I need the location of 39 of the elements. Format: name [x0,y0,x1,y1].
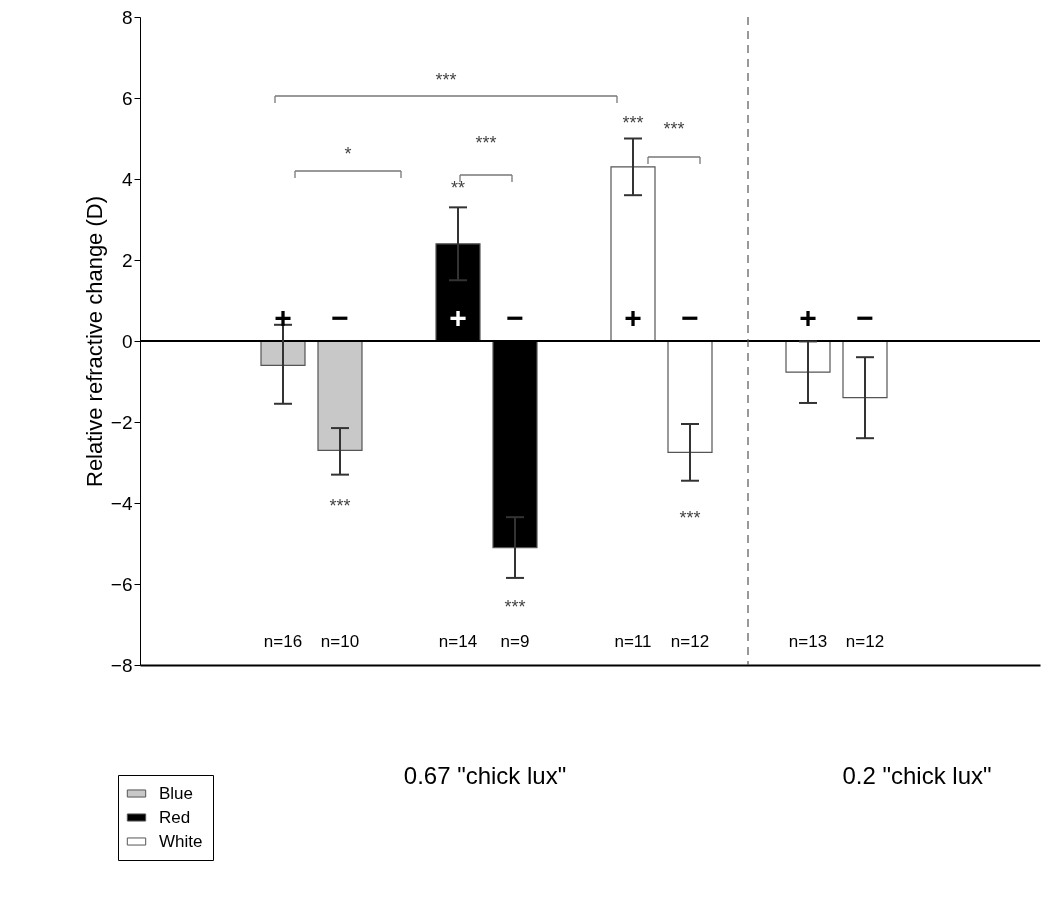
x-tick-label: n=14 [438,632,478,651]
legend-label: Blue [159,783,194,803]
annotation: *** [475,133,497,153]
data-label: − [856,301,874,334]
legend-label: White [159,831,203,851]
text: 0.2 "chick lux" [842,762,992,789]
y-tick-label: 4 [121,168,133,190]
annotation: *** [663,119,685,139]
y-tick-label: −6 [110,573,133,595]
y-tick-label: −8 [110,654,133,676]
x-tick-label: n=10 [320,632,360,651]
x-tick-label: n=11 [614,632,652,651]
data-label: + [799,301,817,334]
x-tick-label: n=9 [500,632,530,651]
x-tick-label: n=16 [263,632,303,651]
data-label: − [506,301,524,334]
y-tick-label: 2 [121,249,133,271]
annotation: ** [450,178,466,198]
annotation: *** [622,113,644,133]
y-axis-title: Relative refractive change (D) [81,195,107,488]
annotation: *** [329,496,351,516]
x-tick-label: n=12 [845,632,885,651]
x-tick-label: n=13 [788,632,828,651]
y-tick-label: 6 [121,87,133,109]
data-label: + [624,301,642,334]
legend-label: Red [159,807,191,827]
annotation: *** [504,597,526,617]
annotation: *** [435,70,457,90]
annotation: * [344,144,352,164]
data-label: − [331,301,349,334]
data-label: + [449,301,467,334]
y-tick-label: −2 [110,411,133,433]
text: 0.67 "chick lux" [403,762,567,789]
x-tick-label: n=12 [670,632,710,651]
data-label: − [681,301,699,334]
y-tick-label: −4 [110,492,133,514]
y-tick-label: 8 [121,6,133,28]
annotation: *** [679,508,701,528]
y-tick-label: 0 [121,330,133,352]
